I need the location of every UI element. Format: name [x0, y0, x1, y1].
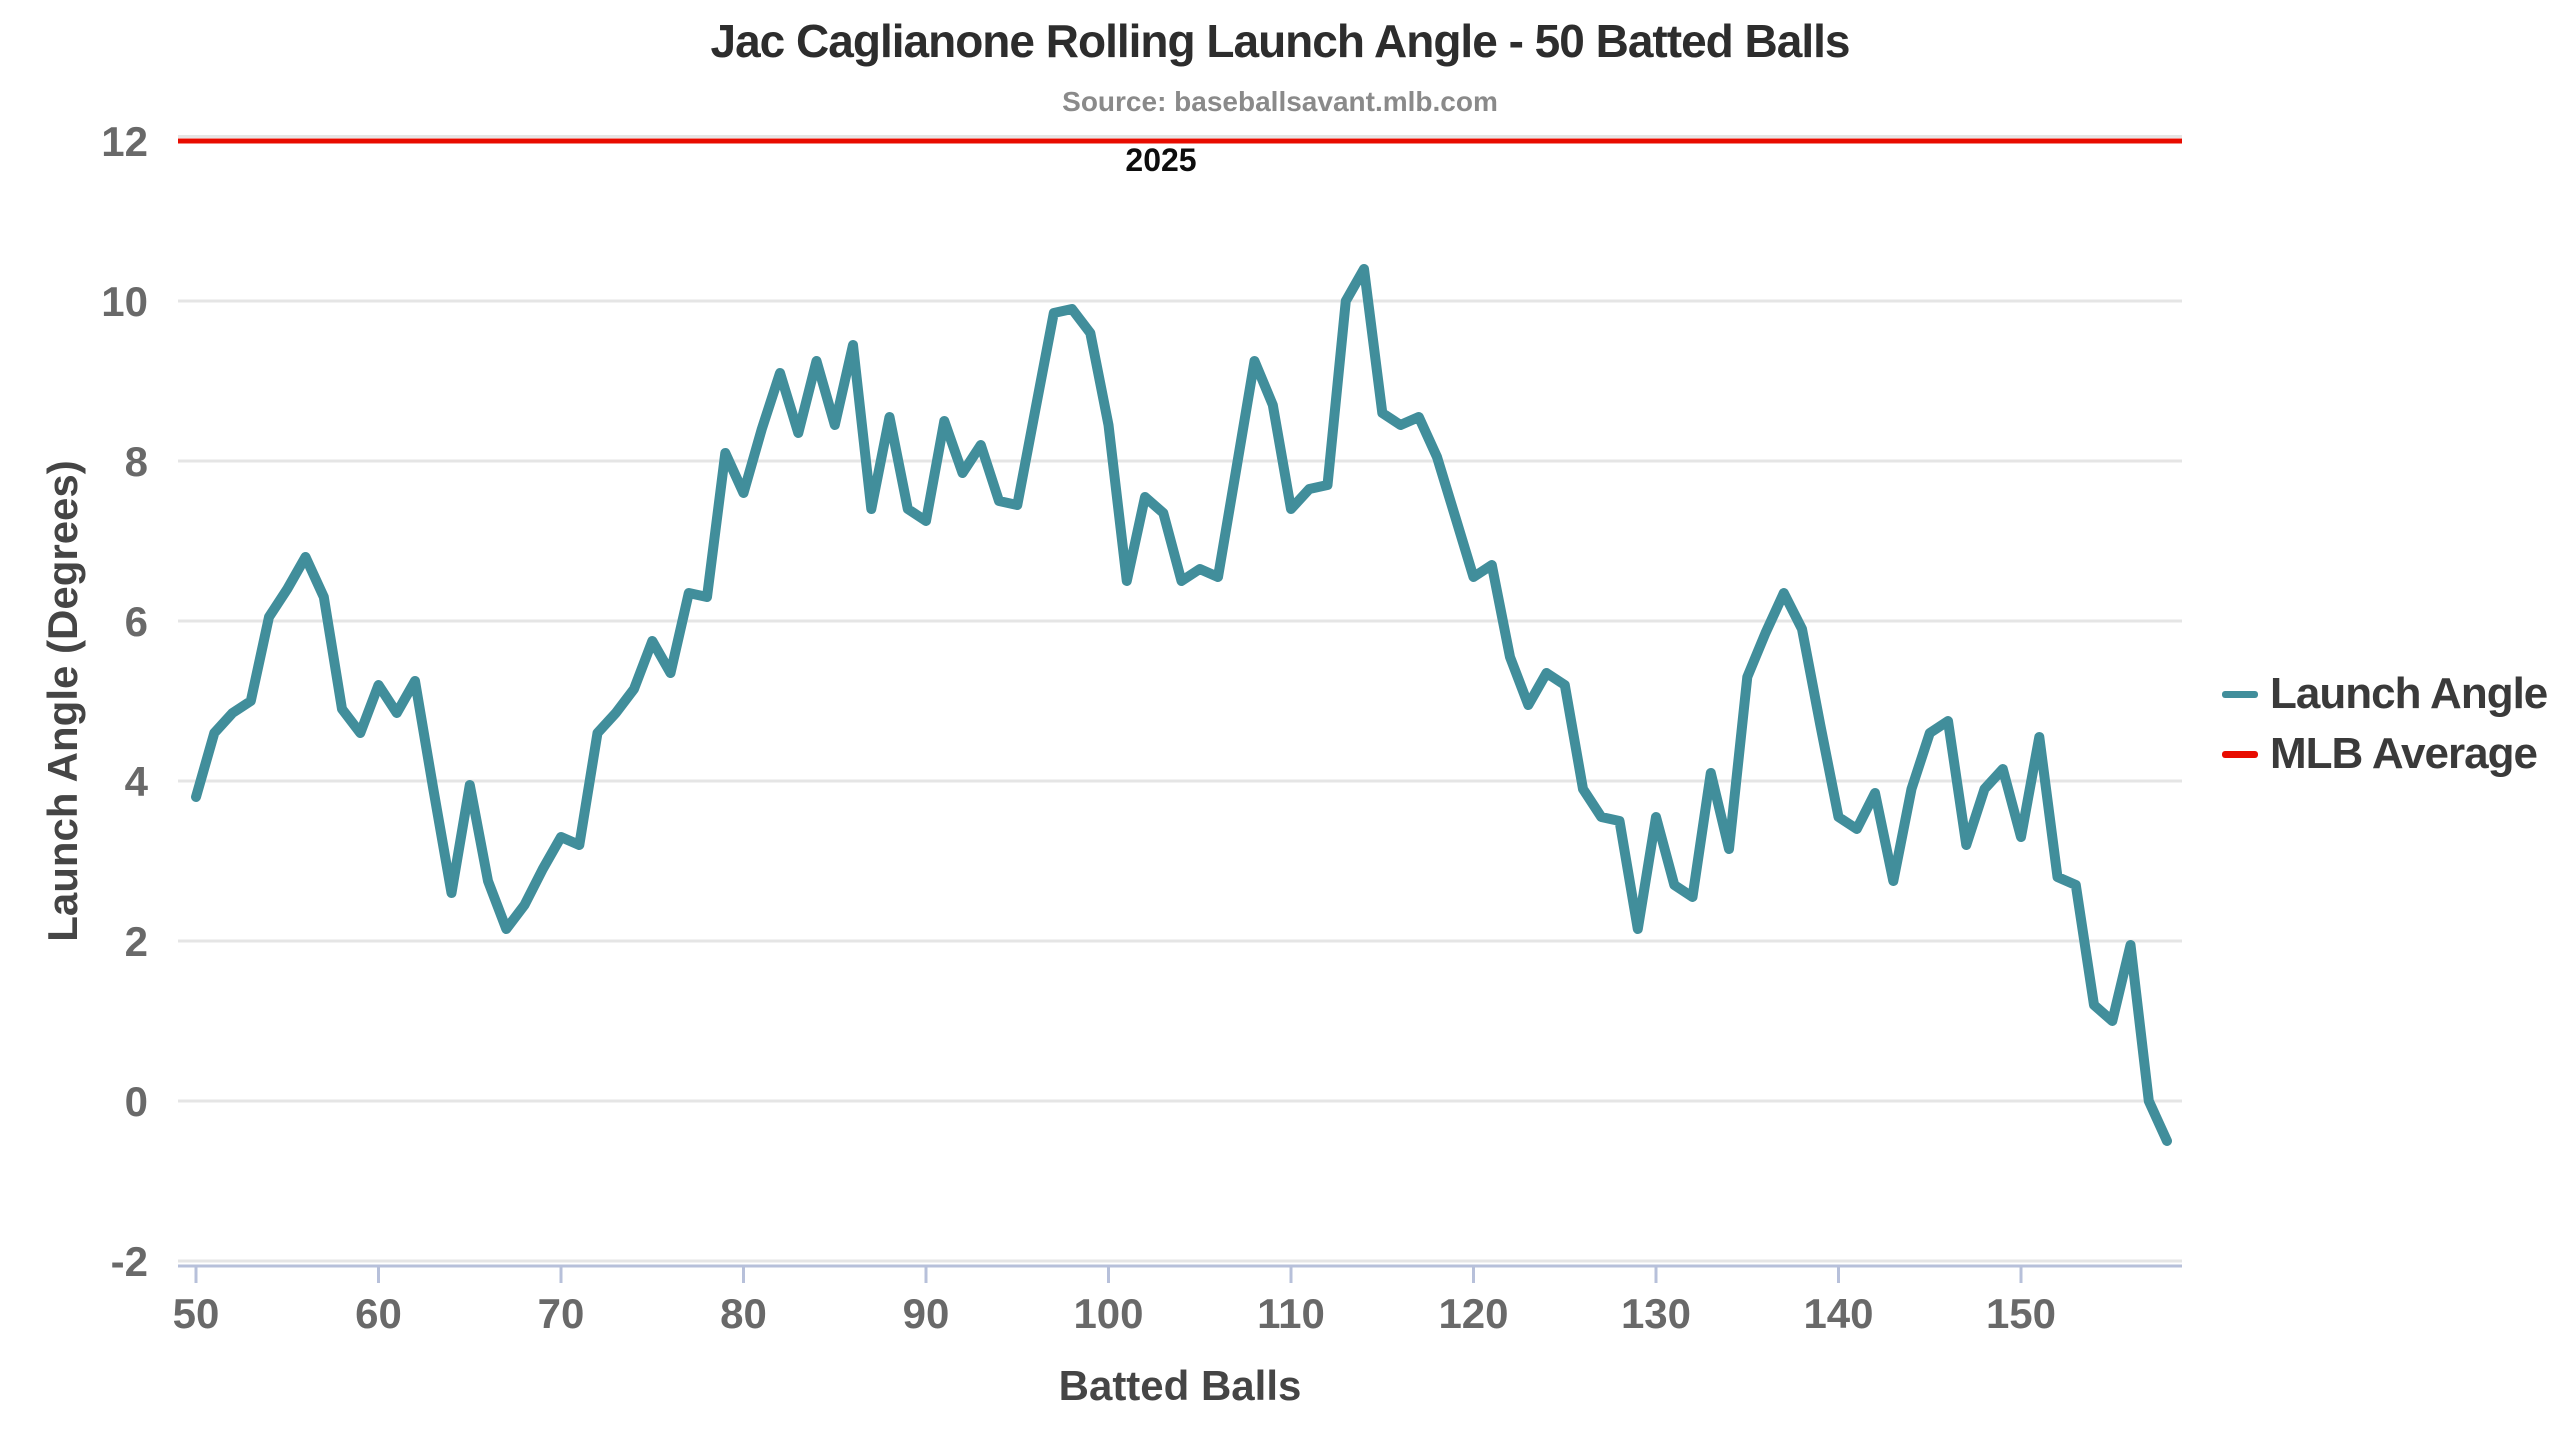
- y-tick-label: -2: [111, 1238, 148, 1285]
- y-tick-label: 10: [101, 278, 148, 325]
- y-axis-title: Launch Angle (Degrees): [39, 460, 86, 942]
- launch-angle-line: [191, 264, 2172, 1146]
- x-tick-label: 90: [903, 1290, 950, 1337]
- legend-item-mlb-average: MLB Average: [2222, 724, 2547, 784]
- y-tick-label: 4: [125, 758, 149, 805]
- x-tick-label: 130: [1621, 1290, 1691, 1337]
- y-tick-label: 2: [125, 918, 148, 965]
- x-tick-label: 100: [1073, 1290, 1143, 1337]
- x-tick-label: 110: [1257, 1290, 1325, 1337]
- legend-label-mlb-average: MLB Average: [2270, 729, 2538, 778]
- legend-item-launch-angle: Launch Angle: [2222, 664, 2548, 724]
- season-label: 2025: [1125, 142, 1197, 178]
- x-tick-label: 70: [538, 1290, 585, 1337]
- x-tick-label: 120: [1438, 1290, 1508, 1337]
- legend-label-launch-angle: Launch Angle: [2270, 669, 2548, 718]
- launch-angle-line-swatch: [2222, 690, 2258, 698]
- y-tick-label: 6: [125, 598, 148, 645]
- x-tick-label: 80: [720, 1290, 767, 1337]
- x-axis-title: Batted Balls: [1058, 1362, 1302, 1409]
- page-title: Jac Caglianone Rolling Launch Angle - 50…: [710, 15, 1851, 67]
- y-tick-label: 12: [101, 118, 148, 165]
- x-tick-label: 140: [1803, 1290, 1873, 1337]
- x-tick-label: 150: [1986, 1290, 2056, 1337]
- x-tick-label: 60: [355, 1290, 402, 1337]
- y-tick-label: 0: [125, 1078, 148, 1125]
- x-tick-label: 50: [173, 1290, 220, 1337]
- y-tick-label: 8: [125, 438, 148, 485]
- legend: Launch Angle MLB Average: [2222, 664, 2548, 784]
- mlb-average-line-swatch: [2222, 750, 2258, 758]
- chart-source: Source: baseballsavant.mlb.com: [1062, 86, 1498, 117]
